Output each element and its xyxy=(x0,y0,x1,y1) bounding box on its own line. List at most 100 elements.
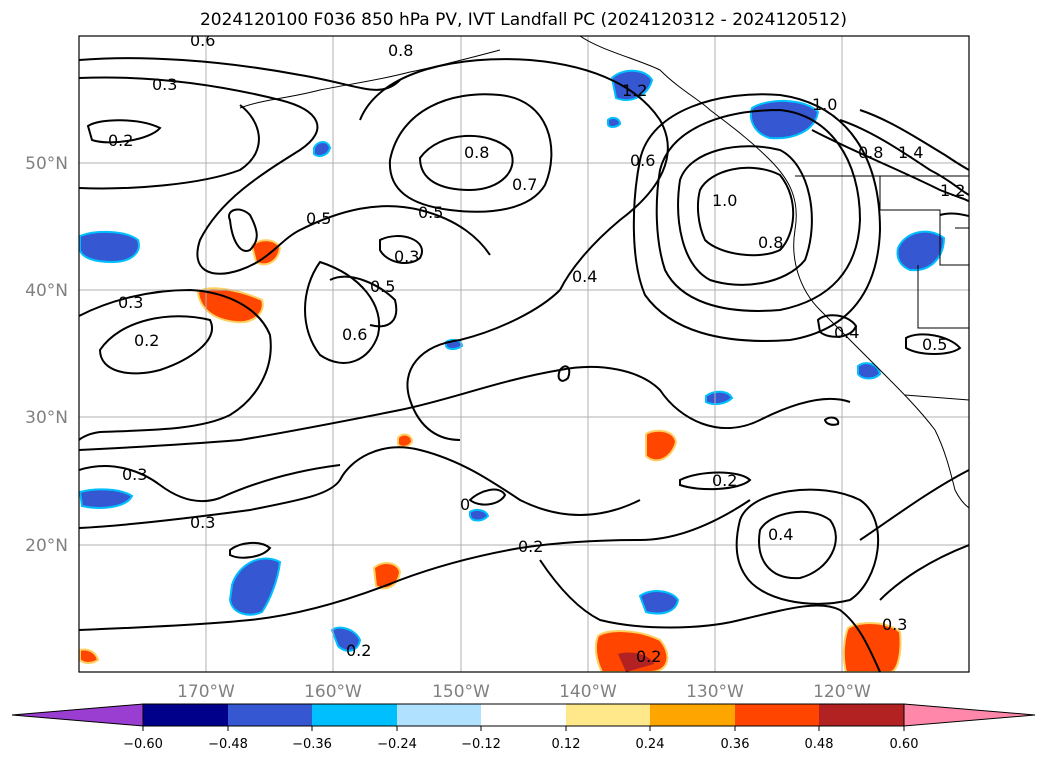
colorbar-segment xyxy=(481,704,566,726)
contour-label: 0.8 xyxy=(758,233,783,252)
contour-line xyxy=(406,289,561,441)
lon-tick-label: 130°W xyxy=(686,682,744,702)
colorbar-tick-label: 0.48 xyxy=(805,737,834,752)
colorbar-segment xyxy=(228,704,312,726)
pv-negative-area xyxy=(638,590,680,615)
pv-negative-area xyxy=(607,116,622,128)
pv-positive-area xyxy=(618,652,654,672)
contour-label: 0.8 xyxy=(388,41,413,60)
contour-label: 0.3 xyxy=(122,465,147,484)
contour-label: 0.3 xyxy=(394,247,419,266)
contour-line xyxy=(379,235,423,265)
colorbar: −0.60 −0.48 −0.36 −0.24 −0.12 0.12 0.24 … xyxy=(11,703,1036,752)
colorbar-segment xyxy=(735,704,819,726)
contour-label: 0.8 xyxy=(858,143,883,162)
map-area xyxy=(79,36,969,672)
contour-line xyxy=(879,544,969,601)
pv-positive-area xyxy=(645,429,678,462)
contour-line xyxy=(557,365,571,382)
contour-line xyxy=(823,416,840,426)
pv-contours xyxy=(79,57,969,672)
contour-line xyxy=(228,208,258,252)
contour-label: 0.5 xyxy=(922,335,947,354)
contour-line xyxy=(758,510,837,580)
contour-line xyxy=(79,104,260,190)
contour-line xyxy=(79,499,751,631)
contour-label: 0.2 xyxy=(712,471,737,490)
contour-label: 0.2 xyxy=(346,641,371,660)
state-border xyxy=(879,176,969,266)
contour-label: 0.2 xyxy=(108,131,133,150)
map-frame xyxy=(78,35,970,673)
contour-label: 1.0 xyxy=(712,191,737,210)
lon-tick-label: 140°W xyxy=(559,682,617,702)
colorbar-frame xyxy=(142,703,905,727)
pv-positive-area xyxy=(397,433,414,448)
contour-line xyxy=(86,119,162,144)
contour-line xyxy=(655,108,862,312)
lat-tick-labels: 20°N 30°N 40°N 50°N xyxy=(25,154,68,556)
pv-negative-area xyxy=(330,626,362,652)
colorbar-extend-low xyxy=(11,703,144,727)
lat-tick-label: 50°N xyxy=(25,154,68,174)
contour-line xyxy=(539,559,881,672)
contour-line xyxy=(679,471,752,491)
contour-line xyxy=(939,212,969,217)
contour-label: 0.2 xyxy=(518,537,543,556)
chart-title: 2024120100 F036 850 hPa PV, IVT Landfall… xyxy=(199,10,847,30)
contour-line xyxy=(696,166,795,257)
contour-line xyxy=(418,134,514,192)
colorbar-extend-high xyxy=(903,703,1036,727)
contour-line xyxy=(79,57,401,91)
lon-tick-labels: 170°W 160°W 150°W 140°W 130°W 120°W xyxy=(177,682,871,702)
pv-negative-area xyxy=(857,362,882,380)
colorbar-tick-label: 0.36 xyxy=(721,737,750,752)
contour-label: 0.4 xyxy=(834,323,859,342)
pv-negative-area xyxy=(228,557,282,616)
contour-line xyxy=(468,488,507,506)
contour-line xyxy=(859,469,969,541)
pv-negative-area xyxy=(469,508,490,522)
lon-tick-label: 120°W xyxy=(813,682,871,702)
lon-tick-label: 150°W xyxy=(432,682,490,702)
colorbar-tick-label: −0.12 xyxy=(461,737,501,752)
colorbar-tick-label: 0.60 xyxy=(890,737,919,752)
contour-line xyxy=(359,58,669,291)
lat-tick-label: 30°N xyxy=(25,408,68,428)
contour-label: 1.4 xyxy=(898,143,923,162)
pv-positive-area xyxy=(250,239,282,266)
contour-line xyxy=(304,260,381,364)
contour-line xyxy=(79,288,272,441)
colorbar-tick-label: −0.24 xyxy=(377,737,417,752)
contour-label: 1.0 xyxy=(812,95,837,114)
coastline xyxy=(579,36,969,509)
colorbar-tick-label: −0.60 xyxy=(123,737,163,752)
colorbar-tick-label: 0.12 xyxy=(552,737,581,752)
contour-line xyxy=(905,333,962,355)
contour-label: 0.5 xyxy=(306,209,331,228)
contour-label: 0.3 xyxy=(152,75,177,94)
colorbar-segment xyxy=(312,704,397,726)
contour-label: 1.2 xyxy=(622,81,647,100)
contour-line xyxy=(79,446,641,529)
contour-line xyxy=(98,315,213,375)
pv-fill-layer xyxy=(79,69,946,672)
contour-label: 0.7 xyxy=(512,175,537,194)
contour-line xyxy=(811,129,969,203)
contour-label: 0 xyxy=(460,495,470,514)
contour-line xyxy=(229,542,272,559)
contour-label: 0.2 xyxy=(636,647,661,666)
colorbar-tick-label: −0.36 xyxy=(292,737,332,752)
contour-label: 1.2 xyxy=(940,181,965,200)
state-border xyxy=(917,265,969,329)
contour-label: 0.6 xyxy=(630,151,655,170)
contour-label: 0.3 xyxy=(190,513,215,532)
contour-labels: 0.6 0.8 0.3 0.2 0.7 0.8 0.6 1.2 1.0 0.8 … xyxy=(108,36,965,666)
contour-label: 0.3 xyxy=(118,293,143,312)
pv-positive-area xyxy=(79,648,100,664)
pv-negative-area xyxy=(610,69,654,101)
pv-negative-area xyxy=(79,230,140,264)
contour-label: 0.4 xyxy=(572,267,597,286)
contour-label: 0.3 xyxy=(882,615,907,634)
